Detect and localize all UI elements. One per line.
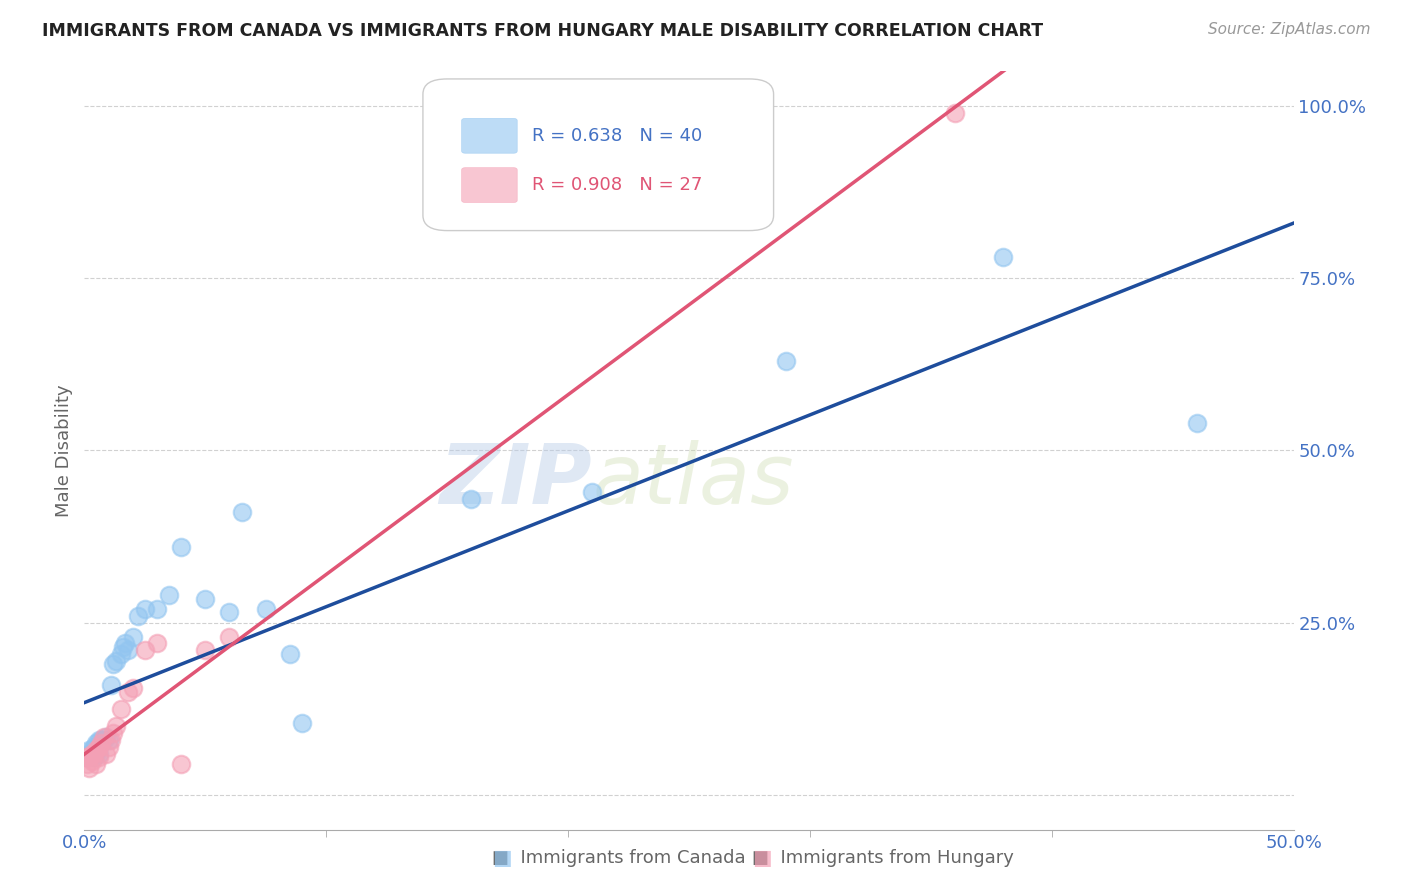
Text: ZIP: ZIP bbox=[440, 441, 592, 521]
Point bbox=[127, 608, 149, 623]
Point bbox=[993, 251, 1015, 265]
Point bbox=[103, 726, 125, 740]
Point bbox=[134, 602, 156, 616]
Point bbox=[90, 736, 112, 750]
Point bbox=[87, 750, 110, 764]
FancyBboxPatch shape bbox=[423, 79, 773, 231]
Point bbox=[291, 715, 314, 730]
Point bbox=[77, 760, 100, 774]
Point bbox=[460, 491, 482, 506]
Point bbox=[117, 684, 139, 698]
Text: ■  Immigrants from Canada: ■ Immigrants from Canada bbox=[492, 849, 745, 867]
Point bbox=[121, 681, 143, 696]
Point bbox=[87, 747, 110, 761]
Point bbox=[112, 640, 135, 654]
Point bbox=[117, 643, 139, 657]
Point bbox=[104, 654, 127, 668]
Point bbox=[80, 743, 103, 757]
Point bbox=[1185, 416, 1208, 430]
Point bbox=[110, 647, 132, 661]
Point bbox=[218, 630, 240, 644]
Point bbox=[146, 602, 169, 616]
Point bbox=[80, 747, 103, 761]
Point bbox=[157, 588, 180, 602]
Text: R = 0.638   N = 40: R = 0.638 N = 40 bbox=[531, 127, 702, 145]
Point bbox=[90, 736, 112, 750]
Point bbox=[93, 733, 115, 747]
Point bbox=[94, 730, 117, 744]
Point bbox=[80, 754, 103, 768]
Point bbox=[77, 747, 100, 761]
Point bbox=[77, 743, 100, 757]
FancyBboxPatch shape bbox=[461, 119, 517, 153]
Point bbox=[110, 702, 132, 716]
Point bbox=[83, 750, 105, 764]
Point bbox=[86, 736, 108, 750]
Text: ■  Immigrants from Hungary: ■ Immigrants from Hungary bbox=[752, 849, 1014, 867]
Point bbox=[87, 739, 110, 754]
Text: atlas: atlas bbox=[592, 441, 794, 521]
Point bbox=[76, 750, 98, 764]
Point bbox=[114, 636, 136, 650]
Text: Source: ZipAtlas.com: Source: ZipAtlas.com bbox=[1208, 22, 1371, 37]
Point bbox=[170, 757, 193, 772]
Text: IMMIGRANTS FROM CANADA VS IMMIGRANTS FROM HUNGARY MALE DISABILITY CORRELATION CH: IMMIGRANTS FROM CANADA VS IMMIGRANTS FRO… bbox=[42, 22, 1043, 40]
Point bbox=[100, 733, 122, 747]
Point bbox=[194, 591, 217, 606]
Point bbox=[104, 719, 127, 733]
Y-axis label: Male Disability: Male Disability bbox=[55, 384, 73, 516]
Point bbox=[943, 105, 966, 120]
Point bbox=[77, 750, 100, 764]
Point bbox=[86, 757, 108, 772]
Point bbox=[100, 678, 122, 692]
Point bbox=[254, 602, 277, 616]
Point bbox=[94, 747, 117, 761]
Point bbox=[83, 747, 105, 761]
Point bbox=[134, 643, 156, 657]
Point bbox=[97, 739, 120, 754]
Text: R = 0.908   N = 27: R = 0.908 N = 27 bbox=[531, 176, 702, 194]
Point bbox=[80, 747, 103, 761]
Point bbox=[93, 730, 115, 744]
Text: ■: ■ bbox=[752, 848, 772, 868]
FancyBboxPatch shape bbox=[461, 168, 517, 202]
Point bbox=[83, 739, 105, 754]
Point bbox=[170, 540, 193, 554]
Point bbox=[103, 657, 125, 672]
Point bbox=[121, 630, 143, 644]
Point bbox=[76, 750, 98, 764]
Point bbox=[76, 757, 98, 772]
Point bbox=[231, 506, 253, 520]
Text: ■: ■ bbox=[492, 848, 512, 868]
Point bbox=[218, 606, 240, 620]
Point bbox=[278, 647, 301, 661]
Point bbox=[86, 743, 108, 757]
Point bbox=[146, 636, 169, 650]
Point bbox=[97, 733, 120, 747]
Point bbox=[90, 733, 112, 747]
Point bbox=[86, 747, 108, 761]
Point bbox=[194, 643, 217, 657]
Point bbox=[87, 733, 110, 747]
Point bbox=[775, 354, 797, 368]
Point bbox=[581, 484, 603, 499]
